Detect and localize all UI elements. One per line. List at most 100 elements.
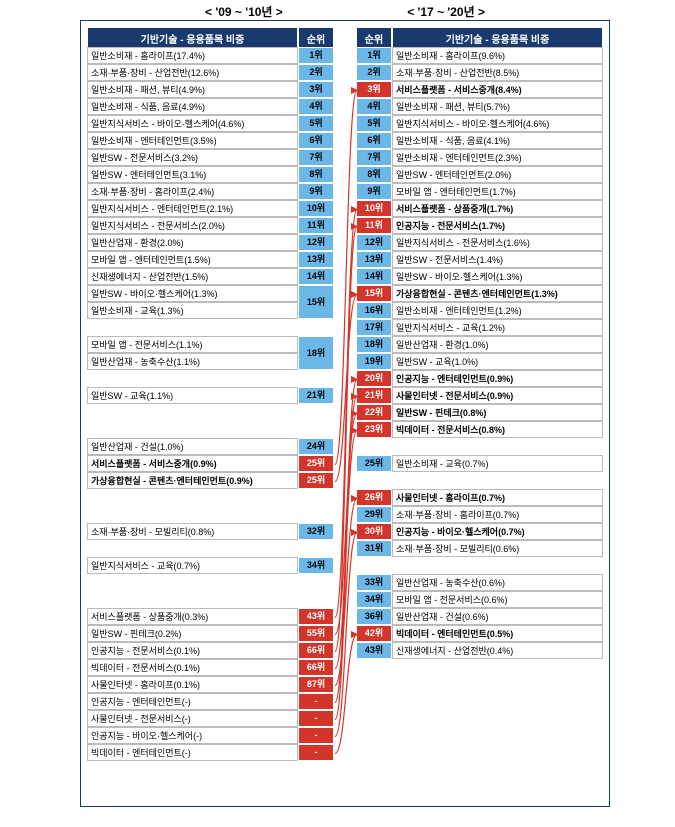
right-rank: 7위 — [356, 149, 392, 166]
right-label: 일반지식서비스 - 전문서비스(1.6%) — [392, 234, 603, 251]
left-label: 일반산업재 - 건설(1.0%) — [87, 438, 298, 455]
right-rank: 30위 — [356, 523, 392, 540]
right-rank: 33위 — [356, 574, 392, 591]
right-rank: 8위 — [356, 166, 392, 183]
right-label: 신재생에너지 - 산업전반(0.4%) — [392, 642, 603, 659]
left-label: 빅데이터 - 엔터테인먼트(-) — [87, 744, 298, 761]
right-row: 25위일반소비재 - 교육(0.7%) — [356, 455, 603, 472]
title-left: < '09 ~ '10년 > — [201, 3, 287, 20]
right-row: 31위소재·부품·장비 - 모빌리티(0.6%) — [356, 540, 603, 557]
right-label: 인공지능 - 바이오·헬스케어(0.7%) — [392, 523, 603, 540]
right-row: 6위일반소비재 - 식품, 음료(4.1%) — [356, 132, 603, 149]
right-rank: 4위 — [356, 98, 392, 115]
right-rank: 20위 — [356, 370, 392, 387]
left-rank: 66위 — [298, 642, 334, 659]
right-label: 소재·부품·장비 - 홈라이프(0.7%) — [392, 506, 603, 523]
left-label: 일반SW - 교육(1.1%) — [87, 387, 298, 404]
left-rank: 1위 — [298, 47, 334, 64]
title-right: < '17 ~ '20년 > — [403, 3, 489, 20]
left-rank: 11위 — [298, 217, 334, 234]
left-row: 일반SW - 핀테크(0.2%)55위 — [87, 625, 334, 642]
right-rank: 16위 — [356, 302, 392, 319]
left-label: 빅데이터 - 전문서비스(0.1%) — [87, 659, 298, 676]
left-label: 일반SW - 바이오·헬스케어(1.3%) — [87, 285, 298, 302]
right-label: 서비스플랫폼 - 서비스중개(8.4%) — [392, 81, 603, 98]
right-row: 7위일반소비재 - 엔터테인먼트(2.3%) — [356, 149, 603, 166]
right-label: 사물인터넷 - 홈라이프(0.7%) — [392, 489, 603, 506]
left-row: 일반지식서비스 - 바이오·헬스케어(4.6%)5위 — [87, 115, 334, 132]
right-row: 21위사물인터넷 - 전문서비스(0.9%) — [356, 387, 603, 404]
left-label: 일반지식서비스 - 교육(0.7%) — [87, 557, 298, 574]
left-label: 일반소비재 - 엔터테인먼트(3.5%) — [87, 132, 298, 149]
right-label: 일반산업재 - 농축수산(0.6%) — [392, 574, 603, 591]
right-label: 일반산업재 - 건설(0.6%) — [392, 608, 603, 625]
right-row: 13위일반SW - 전문서비스(1.4%) — [356, 251, 603, 268]
left-label: 일반지식서비스 - 전문서비스(2.0%) — [87, 217, 298, 234]
right-label: 사물인터넷 - 전문서비스(0.9%) — [392, 387, 603, 404]
left-rank: 10위 — [298, 200, 334, 217]
left-row: 서비스플랫폼 - 상품중개(0.3%)43위 — [87, 608, 334, 625]
left-label: 신재생에너지 - 산업전반(1.5%) — [87, 268, 298, 285]
right-rank: 12위 — [356, 234, 392, 251]
left-rank: - — [298, 693, 334, 710]
right-row: 36위일반산업재 - 건설(0.6%) — [356, 608, 603, 625]
left-rank: 34위 — [298, 557, 334, 574]
left-rank: 32위 — [298, 523, 334, 540]
left-label: 소재·부품·장비 - 모빌리티(0.8%) — [87, 523, 298, 540]
right-row: 3위서비스플랫폼 - 서비스중개(8.4%) — [356, 81, 603, 98]
right-label: 일반SW - 전문서비스(1.4%) — [392, 251, 603, 268]
left-label: 모바일 앱 - 엔터테인먼트(1.5%) — [87, 251, 298, 268]
left-rank: 5위 — [298, 115, 334, 132]
left-rank: 24위 — [298, 438, 334, 455]
right-row: 8위일반SW - 엔터테인먼트(2.0%) — [356, 166, 603, 183]
right-rank: 10위 — [356, 200, 392, 217]
right-label: 인공지능 - 엔터테인먼트(0.9%) — [392, 370, 603, 387]
left-rank: 7위 — [298, 149, 334, 166]
right-rank: 13위 — [356, 251, 392, 268]
right-rank: 31위 — [356, 540, 392, 557]
right-row: 23위빅데이터 - 전문서비스(0.8%) — [356, 421, 603, 438]
left-rank: - — [298, 727, 334, 744]
right-rank: 36위 — [356, 608, 392, 625]
right-rank: 29위 — [356, 506, 392, 523]
right-rank: 25위 — [356, 455, 392, 472]
right-label: 일반지식서비스 - 교육(1.2%) — [392, 319, 603, 336]
left-rank: 21위 — [298, 387, 334, 404]
right-label: 모바일 앱 - 전문서비스(0.6%) — [392, 591, 603, 608]
left-label: 일반소비재 - 패션, 뷰티(4.9%) — [87, 81, 298, 98]
right-row: 43위신재생에너지 - 산업전반(0.4%) — [356, 642, 603, 659]
right-row: 17위일반지식서비스 - 교육(1.2%) — [356, 319, 603, 336]
right-rank: 18위 — [356, 336, 392, 353]
left-rank: 66위 — [298, 659, 334, 676]
right-row: 18위일반산업재 - 환경(1.0%) — [356, 336, 603, 353]
left-rank: 3위 — [298, 81, 334, 98]
left-row: 일반소비재 - 홈라이프(17.4%)1위 — [87, 47, 334, 64]
right-rank: 15위 — [356, 285, 392, 302]
left-label: 일반산업재 - 환경(2.0%) — [87, 234, 298, 251]
right-label: 가상융합현실 - 콘텐츠·엔터테인먼트(1.3%) — [392, 285, 603, 302]
right-label: 일반소비재 - 교육(0.7%) — [392, 455, 603, 472]
left-row: 일반SW - 전문서비스(3.2%)7위 — [87, 149, 334, 166]
left-row: 일반지식서비스 - 전문서비스(2.0%)11위 — [87, 217, 334, 234]
left-row: 일반소비재 - 패션, 뷰티(4.9%)3위 — [87, 81, 334, 98]
rank-placeholder — [298, 302, 334, 319]
left-row: 가상융합현실 - 콘텐츠·엔터테인먼트(0.9%)25위 — [87, 472, 334, 489]
left-rank: 25위 — [298, 472, 334, 489]
left-label: 인공지능 - 엔터테인먼트(-) — [87, 693, 298, 710]
left-row: 일반SW - 엔터테인먼트(3.1%)8위 — [87, 166, 334, 183]
right-row: 26위사물인터넷 - 홈라이프(0.7%) — [356, 489, 603, 506]
right-label: 인공지능 - 전문서비스(1.7%) — [392, 217, 603, 234]
right-row: 5위일반지식서비스 - 바이오·헬스케어(4.6%) — [356, 115, 603, 132]
right-rank: 26위 — [356, 489, 392, 506]
left-rank: 55위 — [298, 625, 334, 642]
left-rank: 87위 — [298, 676, 334, 693]
right-label: 모바일 앱 - 엔터테인먼트(1.7%) — [392, 183, 603, 200]
left-label: 일반소비재 - 홈라이프(17.4%) — [87, 47, 298, 64]
right-row: 22위일반SW - 핀테크(0.8%) — [356, 404, 603, 421]
right-row: 34위모바일 앱 - 전문서비스(0.6%) — [356, 591, 603, 608]
right-label: 일반SW - 바이오·헬스케어(1.3%) — [392, 268, 603, 285]
left-row: 일반지식서비스 - 교육(0.7%)34위 — [87, 557, 334, 574]
left-row: 사물인터넷 - 홈라이프(0.1%)87위 — [87, 676, 334, 693]
left-row: 사물인터넷 - 전문서비스(-)- — [87, 710, 334, 727]
left-row: 서비스플랫폼 - 서비스중개(0.9%)25위 — [87, 455, 334, 472]
